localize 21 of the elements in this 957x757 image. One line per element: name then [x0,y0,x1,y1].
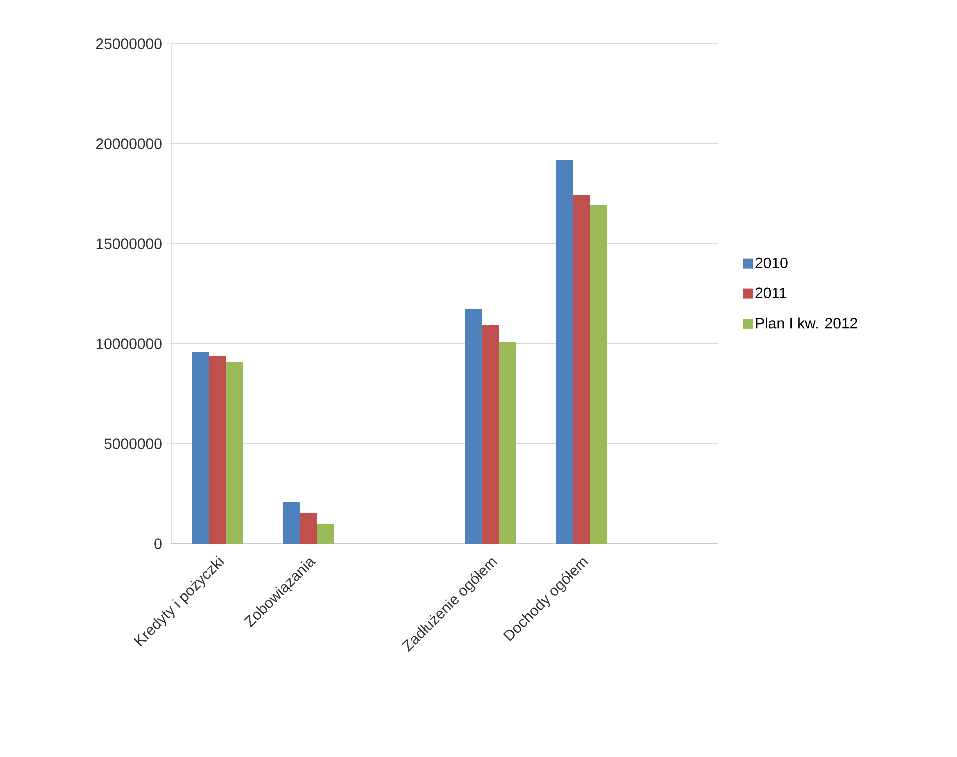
bar [283,502,300,544]
bar [590,204,608,544]
y-tick-label: 0 [154,538,162,550]
y-tick-label: 20000000 [96,138,162,150]
legend-label: 2010 [756,258,788,268]
bar [573,194,590,544]
y-tick-label: 5000000 [104,438,162,450]
bar [465,308,482,544]
bar [192,352,209,544]
bar [226,362,244,544]
y-tick-label: 15000000 [96,238,162,250]
y-tick-label: 25000000 [96,38,162,50]
bar [556,160,574,544]
bar [482,324,500,544]
bar [499,342,516,544]
legend-label: 2011 [756,288,787,298]
bar [317,524,334,544]
bar [209,356,226,544]
bar [300,512,318,544]
y-tick-label: 10000000 [96,338,162,350]
legend-label: Plan I kw. 2012 [756,318,858,329]
